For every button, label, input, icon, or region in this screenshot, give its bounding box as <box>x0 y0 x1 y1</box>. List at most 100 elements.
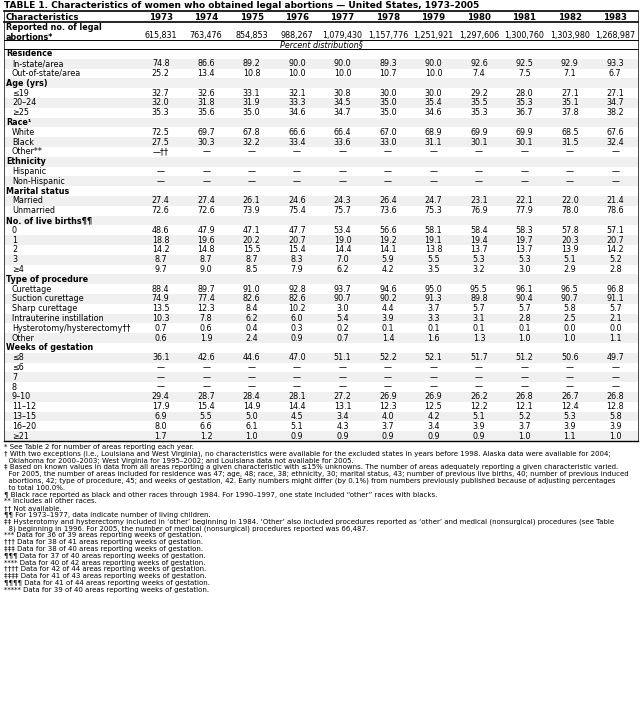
Text: 32.6: 32.6 <box>197 89 215 98</box>
Text: —: — <box>157 167 165 176</box>
Text: 1978: 1978 <box>376 13 400 21</box>
Text: 1973: 1973 <box>149 13 173 21</box>
Text: 28.1: 28.1 <box>288 393 306 401</box>
Text: 16–20: 16–20 <box>12 422 36 431</box>
Text: 12.4: 12.4 <box>561 402 579 411</box>
Text: 13.4: 13.4 <box>197 69 215 78</box>
Text: 3.9: 3.9 <box>609 422 622 431</box>
Text: 34.6: 34.6 <box>425 109 442 117</box>
Text: 20–24: 20–24 <box>12 99 37 107</box>
Text: —: — <box>247 167 256 176</box>
Text: 0.1: 0.1 <box>472 324 485 333</box>
Text: 53.4: 53.4 <box>334 226 351 235</box>
Text: —: — <box>520 373 528 382</box>
Bar <box>4 431 638 441</box>
Text: 47.7: 47.7 <box>288 226 306 235</box>
Text: 31.1: 31.1 <box>425 138 442 146</box>
Text: —: — <box>338 167 347 176</box>
Text: —: — <box>520 177 528 186</box>
Text: 72.5: 72.5 <box>152 128 170 137</box>
Text: 47.1: 47.1 <box>243 226 260 235</box>
Bar <box>4 294 638 303</box>
Text: 78.6: 78.6 <box>606 206 624 215</box>
Bar <box>4 22 638 31</box>
Bar <box>4 226 638 235</box>
Text: 75.4: 75.4 <box>288 206 306 215</box>
Text: —: — <box>475 147 483 156</box>
Text: —: — <box>475 167 483 176</box>
Text: 1,079,430: 1,079,430 <box>322 31 363 40</box>
Text: 35.4: 35.4 <box>424 99 442 107</box>
Text: 1: 1 <box>12 236 17 245</box>
Text: 8.4: 8.4 <box>246 304 258 313</box>
Text: 7.1: 7.1 <box>563 69 576 78</box>
Text: 10.8: 10.8 <box>243 69 260 78</box>
Text: 38.2: 38.2 <box>606 109 624 117</box>
Text: —: — <box>429 363 437 372</box>
Text: TABLE 1. Characteristics of women who obtained legal abortions — United States, : TABLE 1. Characteristics of women who ob… <box>4 1 479 10</box>
Text: 91.1: 91.1 <box>606 294 624 303</box>
Text: 19.2: 19.2 <box>379 236 397 245</box>
Text: 12.8: 12.8 <box>606 402 624 411</box>
Text: —: — <box>202 177 210 186</box>
Text: 36.1: 36.1 <box>152 353 169 362</box>
Text: 1.0: 1.0 <box>518 333 531 343</box>
Text: —: — <box>338 373 347 382</box>
Text: —: — <box>293 147 301 156</box>
Text: 1,300,760: 1,300,760 <box>504 31 544 40</box>
Text: —: — <box>566 363 574 372</box>
Text: 5.7: 5.7 <box>472 304 485 313</box>
Text: 31.5: 31.5 <box>561 138 579 146</box>
Text: 10.0: 10.0 <box>334 69 351 78</box>
Text: 0.3: 0.3 <box>291 324 303 333</box>
Text: 0.6: 0.6 <box>154 333 167 343</box>
Text: —: — <box>157 363 165 372</box>
Text: 90.7: 90.7 <box>334 294 351 303</box>
Text: —: — <box>566 373 574 382</box>
Bar <box>4 166 638 176</box>
Text: 69.9: 69.9 <box>470 128 488 137</box>
Text: Ethnicity: Ethnicity <box>6 157 46 166</box>
Text: 56.6: 56.6 <box>379 226 397 235</box>
Text: 8) beginning in 1996. For 2005, the number of medical (nonsurgical) procedures r: 8) beginning in 1996. For 2005, the numb… <box>4 526 368 532</box>
Text: —: — <box>384 373 392 382</box>
Bar <box>4 186 638 196</box>
Text: 33.0: 33.0 <box>379 138 397 146</box>
Text: 3.4: 3.4 <box>427 422 440 431</box>
Text: 5.3: 5.3 <box>518 255 531 264</box>
Text: 44.6: 44.6 <box>243 353 260 362</box>
Text: 13–15: 13–15 <box>12 412 36 421</box>
Text: 7.4: 7.4 <box>472 69 485 78</box>
Text: 57.1: 57.1 <box>606 226 624 235</box>
Text: 5.9: 5.9 <box>381 255 394 264</box>
Text: ***** Data for 39 of 40 areas reporting weeks of gestation.: ***** Data for 39 of 40 areas reporting … <box>4 587 209 593</box>
Text: 58.1: 58.1 <box>424 226 442 235</box>
Text: 0.1: 0.1 <box>518 324 531 333</box>
Text: 75.7: 75.7 <box>333 206 351 215</box>
Text: 14.4: 14.4 <box>288 402 306 411</box>
Text: —: — <box>202 383 210 391</box>
Bar <box>4 118 638 127</box>
Text: 13.8: 13.8 <box>425 246 442 254</box>
Text: 30.8: 30.8 <box>334 89 351 98</box>
Text: 20.7: 20.7 <box>288 236 306 245</box>
Text: 20.7: 20.7 <box>606 236 624 245</box>
Text: —: — <box>475 363 483 372</box>
Text: 13.5: 13.5 <box>152 304 169 313</box>
Text: 1977: 1977 <box>330 13 354 21</box>
Text: 10.3: 10.3 <box>152 314 169 323</box>
Text: † With two exceptions (i.e., Louisiana and West Virginia), no characteristics we: † With two exceptions (i.e., Louisiana a… <box>4 451 611 457</box>
Bar <box>4 245 638 255</box>
Text: 5.5: 5.5 <box>200 412 213 421</box>
Text: 34.5: 34.5 <box>334 99 351 107</box>
Text: 4.4: 4.4 <box>382 304 394 313</box>
Text: 5.8: 5.8 <box>609 412 622 421</box>
Text: 47.9: 47.9 <box>197 226 215 235</box>
Text: ≥4: ≥4 <box>12 265 24 274</box>
Text: 51.2: 51.2 <box>515 353 533 362</box>
Bar <box>4 59 638 69</box>
Text: 2.4: 2.4 <box>246 333 258 343</box>
Text: 1974: 1974 <box>194 13 219 21</box>
Text: 32.7: 32.7 <box>152 89 170 98</box>
Text: 26.2: 26.2 <box>470 393 488 401</box>
